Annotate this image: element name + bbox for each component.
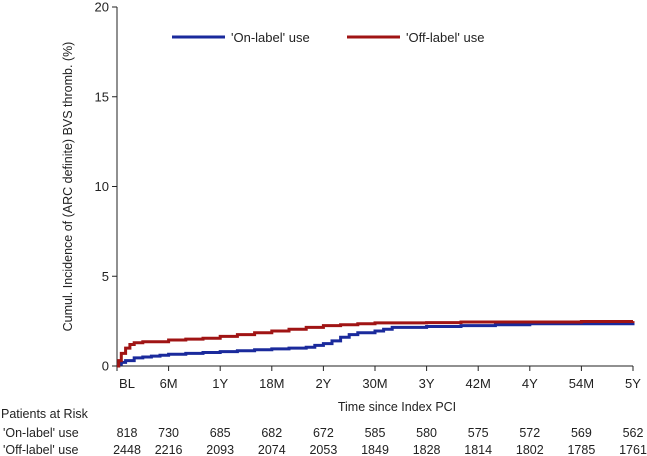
y-tick-label-20: 20 [95,0,109,15]
x-tick-label-54M: 54M [569,376,594,391]
x-tick-label-42M: 42M [466,376,491,391]
risk-value-on-label-1Y: 685 [210,426,231,440]
risk-value-off-label-3Y: 1828 [413,443,441,456]
risk-value-off-label-2Y: 2053 [309,443,337,456]
risk-value-off-label-4Y: 1802 [516,443,544,456]
risk-value-on-label-6M: 730 [158,426,179,440]
y-ticks-group: 0 5 10 15 20 [95,0,117,374]
risk-value-off-label-BL: 2448 [113,443,141,456]
risk-row-label-on-label: 'On-label' use [3,426,79,440]
x-tick-label-4Y: 4Y [522,376,538,391]
risk-value-on-label-4Y: 572 [519,426,540,440]
risk-value-on-label-42M: 575 [468,426,489,440]
risk-value-off-label-6M: 2216 [155,443,183,456]
series-group [117,320,635,368]
legend-label-on-label: 'On-label' use [231,30,310,45]
risk-value-on-label-2Y: 672 [313,426,334,440]
risk-value-on-label-BL: 818 [117,426,138,440]
axes-group [116,7,633,367]
risk-value-on-label-18M: 682 [261,426,282,440]
y-tick-label-10: 10 [95,179,109,194]
x-tick-label-BL: BL [119,376,135,391]
risk-value-off-label-1Y: 2093 [206,443,234,456]
risk-value-off-label-5Y: 1761 [619,443,647,456]
risk-table-title: Patients at Risk [1,407,89,421]
risk-value-off-label-42M: 1814 [464,443,492,456]
risk-values-group: 818 730 685 682 672 585 580 575 572 569 562 2448 221… [113,426,647,456]
x-tick-label-1Y: 1Y [212,376,228,391]
risk-row-label-off-label: 'Off-label' use [3,443,78,456]
x-tick-label-5Y: 5Y [625,376,641,391]
x-tick-label-30M: 30M [362,376,387,391]
risk-value-on-label-5Y: 562 [623,426,644,440]
y-tick-label-5: 5 [102,269,109,284]
x-tick-label-6M: 6M [160,376,178,391]
series-line-on-label [117,322,635,368]
risk-table: Patients at Risk 'On-label' use 'Off-lab… [1,407,647,456]
risk-value-off-label-30M: 1849 [361,443,389,456]
risk-value-on-label-3Y: 580 [416,426,437,440]
y-tick-label-15: 15 [95,89,109,104]
x-tick-label-2Y: 2Y [315,376,331,391]
risk-value-off-label-54M: 1785 [567,443,595,456]
risk-value-off-label-18M: 2074 [258,443,286,456]
risk-value-on-label-30M: 585 [365,426,386,440]
series-line-off-label [117,320,635,368]
legend-label-off-label: 'Off-label' use [406,30,484,45]
x-axis-label: Time since Index PCI [338,400,456,414]
legend: 'On-label' use 'Off-label' use [172,30,484,45]
x-ticks-group: BL 6M 1Y 18M 2Y 30M 3Y 42M 4Y 54M 5Y [116,366,641,391]
y-axis-label: Cumul. Incidence of (ARC definite) BVS t… [61,42,75,332]
x-tick-label-3Y: 3Y [419,376,435,391]
risk-value-on-label-54M: 569 [571,426,592,440]
x-tick-label-18M: 18M [259,376,284,391]
y-tick-label-0: 0 [102,359,109,374]
